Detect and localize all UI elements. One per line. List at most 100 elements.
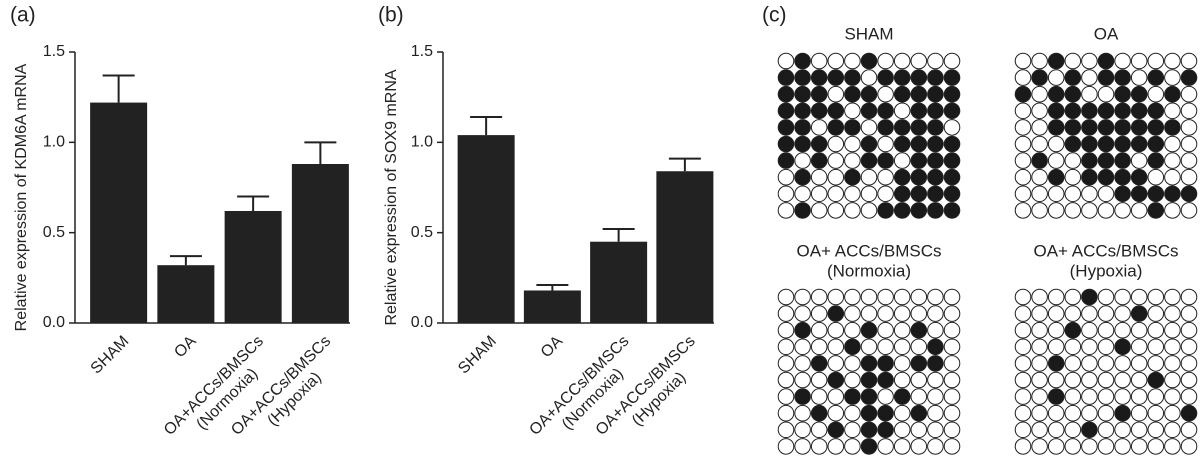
cpg-site — [927, 404, 944, 422]
cpg-site — [1081, 102, 1098, 120]
cpg-site — [1014, 135, 1032, 153]
cpg-site — [1014, 371, 1032, 389]
cpg-site — [1031, 355, 1048, 372]
cpg-site — [1147, 69, 1165, 86]
cpg-site — [1180, 168, 1198, 186]
cpg-site — [1064, 438, 1082, 455]
cpg-site — [794, 135, 811, 153]
cpg-site — [1180, 305, 1198, 322]
cpg-site — [1081, 52, 1098, 70]
cpg-site — [893, 152, 911, 169]
cpg-site — [1147, 355, 1165, 372]
cpg-site — [810, 321, 828, 339]
cpg-site — [1031, 185, 1048, 203]
cpg-site — [827, 185, 845, 203]
cpg-site — [777, 305, 795, 322]
cpg-site — [1164, 168, 1181, 186]
cpg-site — [927, 421, 944, 439]
cpg-site — [1180, 371, 1198, 389]
cpg-site — [810, 388, 828, 405]
cpg-site — [827, 355, 845, 372]
cpg-site — [943, 305, 961, 322]
cpg-site — [1047, 438, 1065, 455]
cpg-site — [1130, 288, 1148, 306]
cpg-site — [877, 69, 894, 86]
cpg-site — [860, 202, 878, 219]
cpg-site — [1014, 404, 1032, 422]
cpg-site — [794, 338, 811, 356]
cpg-site — [810, 168, 828, 186]
cpg-site — [1014, 355, 1032, 372]
cpg-site — [1097, 438, 1115, 455]
cpg-site — [1147, 85, 1165, 103]
cpg-site — [1081, 119, 1098, 136]
cpg-site — [1031, 168, 1048, 186]
cpg-site — [1014, 321, 1032, 339]
cpg-site — [810, 305, 828, 322]
cpg-site — [1164, 404, 1181, 422]
cpg-site — [1047, 119, 1065, 136]
cpg-site — [1031, 135, 1048, 153]
cpg-site — [827, 168, 845, 186]
y-tick-label: 1.0 — [43, 134, 65, 151]
cpg-site — [1064, 85, 1082, 103]
cpg-site — [844, 85, 861, 103]
cpg-site — [1180, 185, 1198, 203]
cpg-site — [893, 52, 911, 70]
cpg-site — [777, 135, 795, 153]
cpg-site — [927, 135, 944, 153]
cpg-site — [777, 52, 795, 70]
cpg-site — [943, 185, 961, 203]
cpg-site — [810, 288, 828, 306]
cpg-site — [1147, 404, 1165, 422]
cpg-site — [1097, 305, 1115, 322]
cpg-site — [810, 185, 828, 203]
cpg-site — [1014, 305, 1032, 322]
cpg-site — [1064, 355, 1082, 372]
cpg-site — [1047, 185, 1065, 203]
cpg-site — [943, 168, 961, 186]
cpg-site — [1047, 168, 1065, 186]
cpg-site — [827, 135, 845, 153]
cpg-site — [1180, 102, 1198, 120]
cpg-site — [1164, 388, 1181, 405]
cpg-site — [1031, 421, 1048, 439]
cpg-site — [1114, 288, 1131, 306]
cpg-site — [1114, 135, 1131, 153]
cpg-site — [1147, 152, 1165, 169]
grid-title: OA+ ACCs/BMSCs — [1033, 241, 1178, 260]
cpg-site — [910, 288, 928, 306]
cpg-site — [1081, 305, 1098, 322]
cpg-site — [877, 102, 894, 120]
cpg-site — [1081, 338, 1098, 356]
cpg-site — [827, 52, 845, 70]
cpg-site — [1031, 438, 1048, 455]
cpg-site — [1064, 338, 1082, 356]
cpg-site — [777, 152, 795, 169]
cpg-site — [844, 404, 861, 422]
y-tick-label: 1.5 — [43, 43, 65, 60]
cpg-site — [1114, 421, 1131, 439]
cpg-site — [910, 355, 928, 372]
cpg-site — [1114, 119, 1131, 136]
cpg-site — [860, 185, 878, 203]
cpg-site — [943, 135, 961, 153]
cpg-site — [777, 168, 795, 186]
cpg-site — [1031, 388, 1048, 405]
cpg-site — [1031, 69, 1048, 86]
cpg-site — [1014, 421, 1032, 439]
cpg-site — [1047, 421, 1065, 439]
cpg-site — [777, 355, 795, 372]
cpg-site — [1014, 52, 1032, 70]
y-axis-title: Relative expression of KDM6A mRNA — [13, 63, 30, 331]
cpg-site — [927, 321, 944, 339]
cpg-site — [1047, 288, 1065, 306]
cpg-site — [1047, 321, 1065, 339]
cpg-site — [860, 85, 878, 103]
cpg-site — [1147, 52, 1165, 70]
x-tick-label-group: SHAM — [455, 333, 500, 378]
cpg-site — [1164, 438, 1181, 455]
cpg-site — [1081, 135, 1098, 153]
cpg-site — [943, 338, 961, 356]
